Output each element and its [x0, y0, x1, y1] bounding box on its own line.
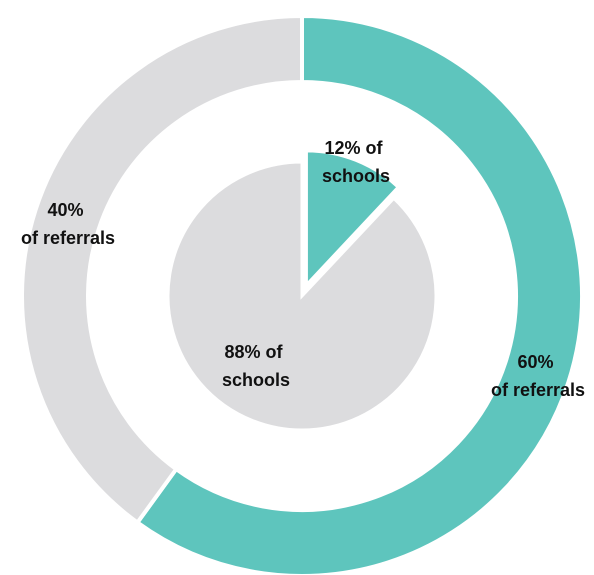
inner-label-gray-line1: 88% of: [224, 342, 283, 362]
outer-label-teal: 60% of referrals: [491, 352, 585, 400]
inner-label-teal-line1: 12% of: [324, 138, 383, 158]
outer-label-gray: 40% of referrals: [21, 200, 115, 248]
inner-pie: [166, 149, 438, 432]
outer-ring: [20, 13, 584, 575]
outer-label-teal-line2: of referrals: [491, 380, 585, 400]
outer-label-gray-line2: of referrals: [21, 228, 115, 248]
inner-slice-1: [166, 160, 438, 432]
outer-label-gray-line1: 40%: [47, 200, 83, 220]
inner-label-gray: 88% of schools: [222, 342, 290, 390]
inner-label-teal: 12% of schools: [322, 138, 390, 186]
outer-slice-0: [134, 13, 584, 575]
outer-slice-1: [20, 13, 304, 526]
outer-label-teal-line1: 60%: [517, 352, 553, 372]
inner-label-teal-line2: schools: [322, 166, 390, 186]
inner-label-gray-line2: schools: [222, 370, 290, 390]
inner-slice-0: [304, 149, 401, 289]
